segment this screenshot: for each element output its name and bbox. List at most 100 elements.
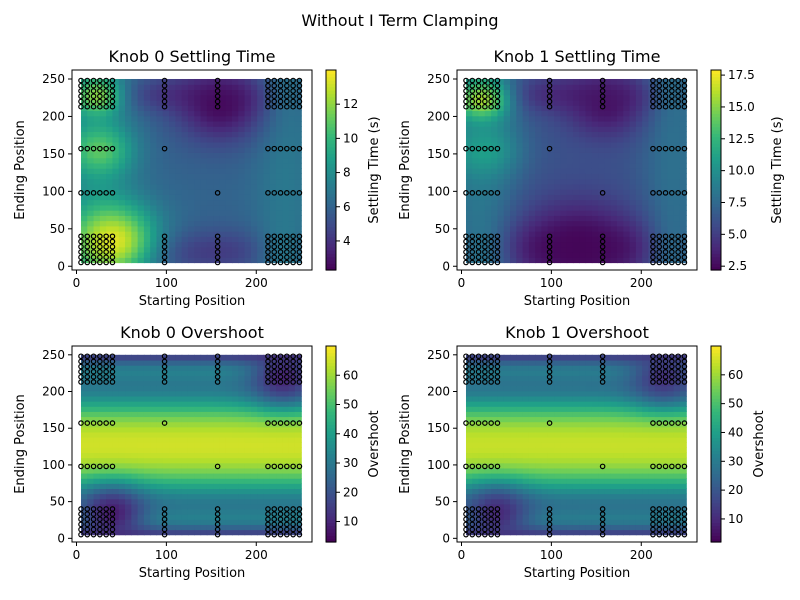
heatmap-cell [99, 178, 107, 185]
heatmap-cell [535, 462, 543, 469]
heatmap-cell [87, 467, 95, 474]
colorbar-segment [326, 417, 336, 422]
heatmap-cell [213, 385, 221, 392]
heatmap-cell [131, 220, 139, 227]
sample-point [650, 103, 656, 110]
sample-point [284, 521, 290, 528]
heatmap-cell [667, 110, 675, 117]
heatmap-cell [598, 178, 606, 185]
heatmap-cell [484, 210, 492, 216]
heatmap-cell [623, 126, 631, 133]
sample-point [214, 82, 221, 89]
heatmap-cell [269, 442, 277, 448]
heatmap-cell [554, 246, 561, 253]
heatmap-cell [472, 162, 480, 169]
heatmap-cell [200, 401, 208, 407]
heatmap-cell [118, 105, 126, 112]
heatmap-cell [106, 514, 114, 520]
heatmap-cell [181, 359, 189, 366]
heatmap-cell [106, 194, 114, 201]
heatmap-cell [106, 508, 114, 515]
heatmap-cell [503, 225, 511, 232]
sample-point [109, 526, 116, 533]
heatmap-cell [143, 147, 151, 153]
heatmap-cell [610, 168, 618, 174]
heatmap-cell [516, 231, 524, 237]
heatmap-cell [137, 406, 145, 412]
heatmap-cell [250, 89, 258, 96]
heatmap-cell [238, 431, 246, 438]
heatmap-cell [156, 257, 164, 264]
heatmap-cell [478, 199, 486, 206]
heatmap-cell [610, 89, 618, 96]
heatmap-cell [510, 252, 517, 258]
heatmap-cell [510, 401, 517, 407]
heatmap-cell [472, 359, 480, 366]
sample-point [463, 77, 469, 84]
heatmap-cell [497, 401, 505, 407]
heatmap-cell [150, 519, 158, 525]
heatmap-cell [232, 120, 239, 127]
heatmap-cell [238, 110, 246, 117]
heatmap-cell [137, 498, 145, 505]
heatmap-cell [282, 467, 290, 474]
heatmap-cell [225, 380, 233, 387]
heatmap-cell [238, 467, 246, 474]
sample-point [494, 88, 501, 94]
heatmap-cell [187, 401, 195, 407]
sample-point [97, 353, 103, 360]
heatmap-cell [200, 370, 208, 376]
heatmap-cell [219, 199, 227, 206]
heatmap-cell [143, 503, 151, 510]
heatmap-cell [80, 120, 88, 127]
sample-point [675, 103, 681, 110]
heatmap-cell [143, 498, 151, 505]
sample-point [78, 363, 84, 370]
sample-point [475, 233, 482, 240]
sample-point [90, 531, 97, 538]
heatmap-cell [118, 204, 126, 211]
heatmap-cell [162, 488, 170, 495]
heatmap-cell [194, 442, 202, 448]
heatmap-cell [225, 498, 233, 505]
heatmap-cell [497, 411, 505, 418]
heatmap-cell [213, 152, 221, 159]
heatmap-cell [238, 89, 246, 96]
heatmap-cell [623, 241, 631, 248]
heatmap-cell [503, 89, 511, 96]
heatmap-cell [484, 173, 492, 180]
heatmap-cell [282, 194, 290, 201]
heatmap-cell [535, 483, 543, 490]
heatmap-cell [541, 194, 549, 201]
heatmap-cell [238, 483, 246, 490]
heatmap-cell [257, 508, 265, 515]
sample-point [109, 259, 116, 266]
heatmap-cell [661, 141, 668, 148]
heatmap-cell [472, 519, 480, 525]
sample-point [84, 243, 91, 250]
heatmap-cell [673, 110, 681, 117]
heatmap-cell [93, 136, 101, 143]
heatmap-cell [206, 390, 214, 397]
heatmap-cell [547, 189, 555, 195]
heatmap-cell [80, 406, 88, 412]
heatmap-cell [162, 210, 170, 216]
heatmap-cell [535, 503, 543, 510]
heatmap-cell [572, 99, 580, 106]
heatmap-cell [497, 189, 505, 195]
heatmap-cell [106, 110, 114, 117]
heatmap-cell [225, 110, 233, 117]
sample-point [675, 82, 681, 89]
colorbar-segment [326, 240, 336, 244]
heatmap-cell [541, 503, 549, 510]
heatmap-cell [250, 147, 258, 153]
sample-point [103, 420, 109, 426]
sample-point [296, 145, 303, 152]
sample-point [214, 254, 221, 261]
sample-point [475, 243, 482, 250]
heatmap-cell [200, 173, 208, 180]
heatmap-cell [282, 110, 290, 117]
heatmap-cell [162, 120, 170, 127]
heatmap-cell [93, 452, 101, 459]
heatmap-cell [510, 395, 517, 402]
